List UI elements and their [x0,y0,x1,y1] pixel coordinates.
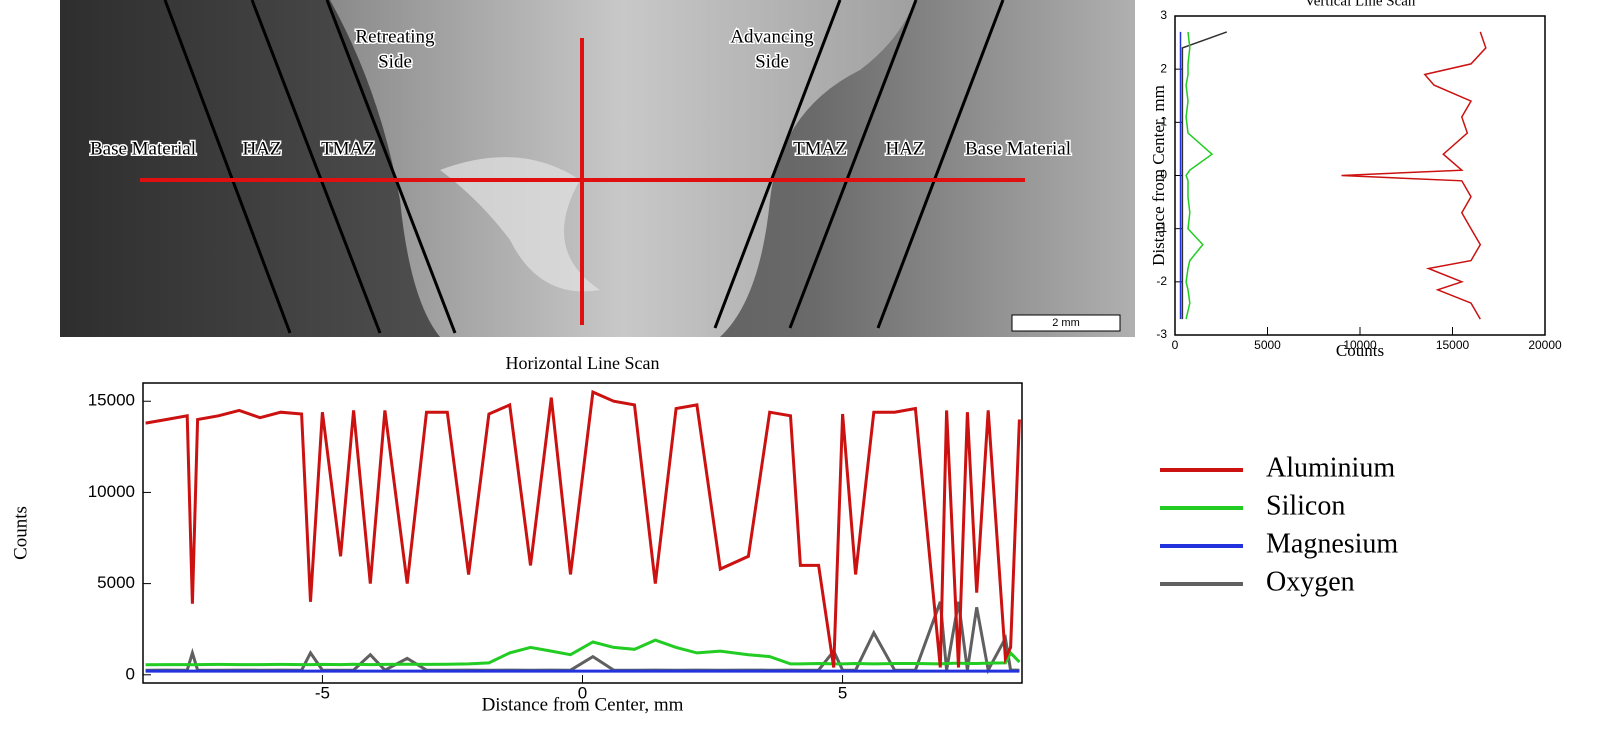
series-line [145,638,1021,667]
y-tick-label: 0 [126,664,135,683]
y-tick-label: 1 [1160,115,1167,129]
zone-label: TMAZ [321,138,375,159]
x-tick-label: 0 [578,683,587,702]
chart-title: Vertical Line Scan [1305,0,1416,9]
y-tick-label: 0 [1160,168,1167,182]
zone-boundaries [163,0,1005,334]
zone-label: Base Material [90,138,196,159]
scale-bar-label: 2 mm [1052,317,1080,329]
series-line [1341,31,1487,320]
x-tick-label: 15000 [1436,338,1470,352]
plot-frame [1174,15,1546,336]
legend-label: Silicon [1266,490,1345,521]
y-tick-label: -3 [1156,327,1167,341]
x-tick-label: 5 [838,683,847,702]
scale-bar [1011,314,1121,332]
zone-label: Side [378,51,412,72]
zone-label: HAZ [242,138,281,159]
series-line [145,601,1020,675]
y-tick-label: 10000 [88,482,135,501]
y-axis-title: Distance from Center, mm [1149,85,1168,266]
y-tick-label: 3 [1160,8,1167,22]
y-tick-label: 2 [1160,61,1167,75]
x-axis-title: Distance from Center, mm [482,694,684,715]
y-axis-title: Counts [10,506,31,560]
onion-ring [440,157,600,292]
y-tick-label: 5000 [97,573,135,592]
chart-title: Horizontal Line Scan [506,353,660,373]
zone-label: Base Material [965,138,1071,159]
zone-label: TMAZ [793,138,847,159]
legend-label: Magnesium [1266,528,1398,559]
stir-zone [330,0,915,337]
zone-label: Side [755,51,789,72]
x-tick-label: 10000 [1343,338,1377,352]
legend-label: Oxygen [1266,566,1355,597]
zone-label: HAZ [885,138,924,159]
series-line [1181,31,1228,320]
scan-lines [140,38,1025,325]
y-tick-label: 15000 [88,391,135,410]
x-tick-label: 0 [1172,338,1179,352]
y-tick-label: -2 [1156,274,1167,288]
series-line [1185,31,1214,320]
series-line [145,389,1021,668]
x-axis-title: Counts [1336,341,1384,360]
y-tick-label: -1 [1156,221,1167,235]
micrograph: 2 mm [60,0,1135,337]
x-tick-label: 5000 [1254,338,1281,352]
x-tick-label: 20000 [1528,338,1562,352]
plot-frame [142,382,1023,684]
x-tick-label: -5 [315,683,330,702]
legend-label: Aluminium [1266,452,1395,483]
legend: Aluminium Silicon Magnesium Oxygen [1160,452,1398,597]
zone-label: Retreating [355,26,435,47]
zone-label: Advancing [730,26,814,47]
